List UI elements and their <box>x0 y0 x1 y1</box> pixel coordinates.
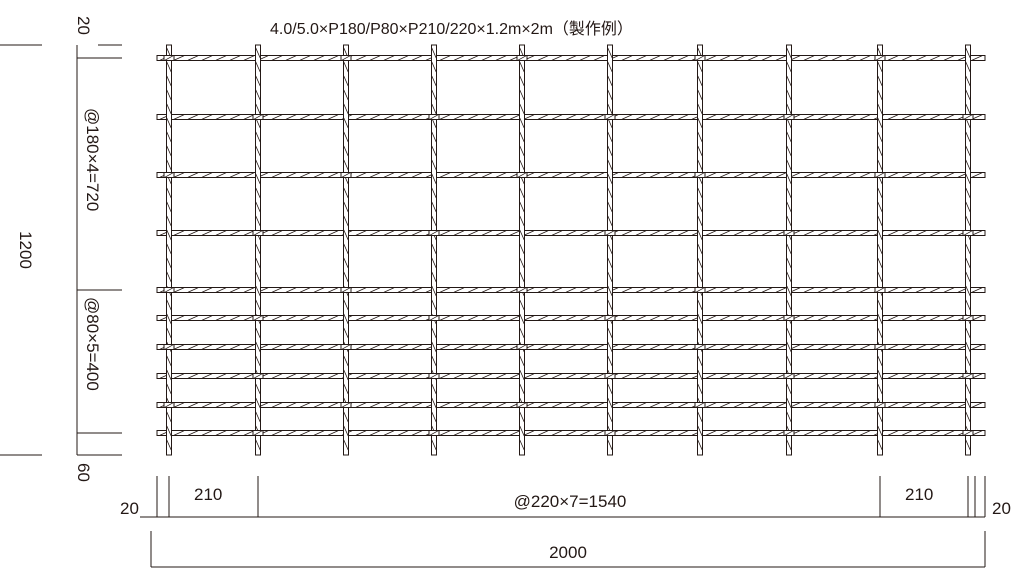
wire-crossing <box>163 172 175 178</box>
overall-width-dimension: 2000 <box>150 531 986 568</box>
wire-crossing <box>694 287 706 293</box>
wire-crossing <box>340 55 352 61</box>
wire-crossing <box>428 114 440 120</box>
horizontal-wire <box>156 430 986 436</box>
horizontal-pitch-dimension: 20 210 @220×7=1540 210 20 <box>120 476 1011 518</box>
wire-crossing <box>516 344 528 350</box>
wire-crossing <box>783 373 795 379</box>
wire-crossing <box>604 230 616 236</box>
wire-crossing <box>163 344 175 350</box>
horizontal-wire <box>156 287 986 293</box>
wire-crossing <box>163 402 175 408</box>
horizontal-wire <box>156 344 986 350</box>
wire-crossing <box>516 287 528 293</box>
horizontal-wire <box>156 315 986 321</box>
wire-crossing <box>874 172 886 178</box>
horizontal-wire <box>156 114 986 120</box>
wire-crossing <box>252 373 264 379</box>
wire-crossing <box>783 114 795 120</box>
vertical-wire <box>519 44 525 456</box>
vertical-wire <box>697 44 703 456</box>
right-end-pitch-label: 210 <box>905 485 933 504</box>
lower-pitch-label: @80×5=400 <box>83 297 102 391</box>
wire-crossing <box>252 430 264 436</box>
wire-crossing <box>783 315 795 321</box>
top-margin-label: 20 <box>74 16 93 35</box>
horizontal-wire <box>156 373 986 379</box>
wire-crossing <box>604 315 616 321</box>
wire-crossing <box>694 55 706 61</box>
wire-mesh <box>156 44 986 456</box>
wire-crossing <box>874 55 886 61</box>
vertical-wire <box>431 44 437 456</box>
vertical-wire <box>343 44 349 456</box>
wire-crossing <box>783 230 795 236</box>
wire-crossing <box>962 373 974 379</box>
vertical-wire <box>607 44 613 456</box>
vertical-wire <box>786 44 792 456</box>
wire-crossing <box>874 402 886 408</box>
wire-crossing <box>604 373 616 379</box>
wire-crossing <box>252 315 264 321</box>
wire-crossing <box>694 172 706 178</box>
wire-crossing <box>163 287 175 293</box>
wire-crossing <box>694 344 706 350</box>
wire-crossing <box>604 114 616 120</box>
wire-crossing <box>340 402 352 408</box>
vertical-wire <box>965 44 971 456</box>
middle-pitch-label: @220×7=1540 <box>514 492 627 511</box>
wire-crossing <box>962 315 974 321</box>
wire-crossing <box>340 287 352 293</box>
wire-crossing <box>516 402 528 408</box>
wire-crossing <box>428 373 440 379</box>
vertical-wire <box>166 44 172 456</box>
vertical-wire <box>877 44 883 456</box>
wire-crossing <box>252 114 264 120</box>
left-margin-label: 20 <box>120 499 139 518</box>
wire-crossing <box>962 230 974 236</box>
wire-crossing <box>962 114 974 120</box>
horizontal-wire <box>156 55 986 61</box>
wire-crossing <box>428 230 440 236</box>
horizontal-wire <box>156 172 986 178</box>
wire-crossing <box>962 430 974 436</box>
left-end-pitch-label: 210 <box>194 485 222 504</box>
wire-crossing <box>340 344 352 350</box>
overall-height-dimension: 1200 <box>0 44 42 456</box>
overall-width-label: 2000 <box>549 543 587 562</box>
wire-crossing <box>694 402 706 408</box>
horizontal-wire <box>156 402 986 408</box>
wire-crossing <box>874 287 886 293</box>
wire-crossing <box>428 430 440 436</box>
overall-height-label: 1200 <box>16 231 35 269</box>
wire-crossing <box>604 430 616 436</box>
wire-crossing <box>428 315 440 321</box>
vertical-pitch-dimension: 20 @180×4=720 @80×5=400 60 <box>74 16 122 482</box>
wire-crossing <box>874 344 886 350</box>
wire-crossing <box>252 230 264 236</box>
vertical-wire <box>255 44 261 456</box>
bottom-margin-label: 60 <box>74 463 93 482</box>
wire-crossing <box>783 430 795 436</box>
right-margin-label: 20 <box>992 499 1011 518</box>
wire-crossing <box>163 55 175 61</box>
wire-crossing <box>516 172 528 178</box>
wire-crossing <box>340 172 352 178</box>
wire-crossing <box>516 55 528 61</box>
upper-pitch-label: @180×4=720 <box>83 108 102 211</box>
drawing-title: 4.0/5.0×P180/P80×P210/220×1.2m×2m（製作例） <box>270 20 633 38</box>
horizontal-wire <box>156 230 986 236</box>
